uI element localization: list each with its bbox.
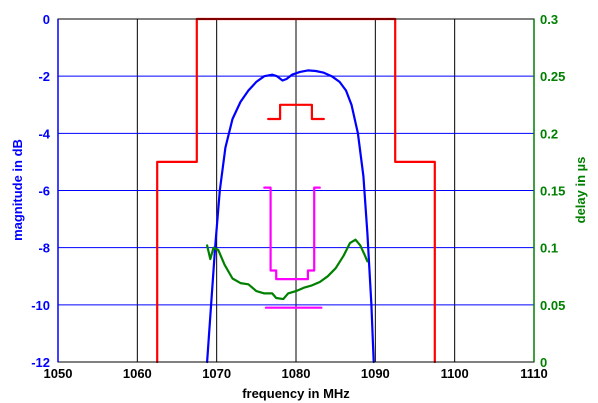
y-tick-label: 0 bbox=[43, 12, 50, 27]
x-tick-label: 1080 bbox=[282, 366, 311, 381]
y-tick-label: -2 bbox=[38, 69, 50, 84]
y-tick-label: -10 bbox=[31, 298, 50, 313]
y2-tick-label: 0.3 bbox=[540, 12, 558, 27]
y-tick-label: -8 bbox=[38, 241, 50, 256]
y2-tick-label: 0.1 bbox=[540, 241, 558, 256]
x-tick-label: 1100 bbox=[441, 366, 469, 381]
tick-labels: 1050 1060 1070 1080 1090 1100 11100-2-4-6-8-10… bbox=[31, 12, 565, 381]
series-line-3 bbox=[267, 103, 325, 121]
series-line-4 bbox=[263, 186, 321, 281]
y2-axis-title: delay in µs bbox=[573, 157, 588, 224]
x-tick-label: 1050 bbox=[44, 366, 73, 381]
y2-tick-label: 0.25 bbox=[540, 69, 565, 84]
x-axis-title: frequency in MHz bbox=[242, 386, 350, 401]
y2-tick-label: 0 bbox=[540, 355, 547, 370]
x-tick-label: 1110 bbox=[520, 366, 548, 381]
y2-tick-label: 0.15 bbox=[540, 184, 565, 199]
y-tick-label: -6 bbox=[38, 184, 50, 199]
y2-tick-label: 0.2 bbox=[540, 126, 558, 141]
grid bbox=[58, 19, 534, 362]
x-tick-label: 1060 bbox=[123, 366, 152, 381]
x-tick-label: 1090 bbox=[361, 366, 390, 381]
y2-tick-label: 0.05 bbox=[540, 298, 565, 313]
y-tick-label: -12 bbox=[31, 355, 50, 370]
y-axis-title: magnitude in dB bbox=[10, 139, 25, 241]
x-tick-label: 1070 bbox=[202, 366, 231, 381]
series-line-2 bbox=[206, 69, 375, 364]
y-tick-label: -4 bbox=[38, 126, 50, 141]
series-line-6 bbox=[206, 238, 369, 301]
